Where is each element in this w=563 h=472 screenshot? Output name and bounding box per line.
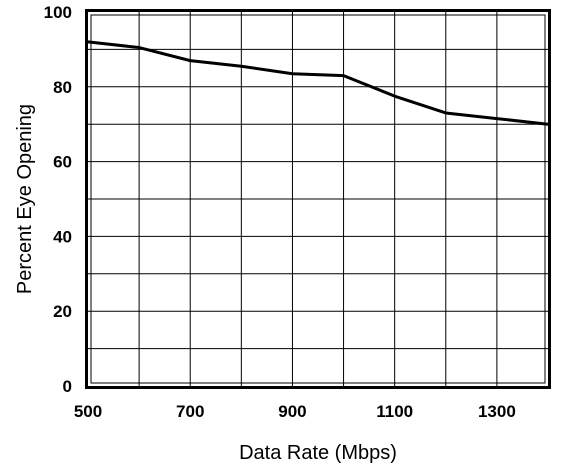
plot-frame-layer bbox=[85, 9, 551, 389]
series-layer bbox=[86, 40, 550, 126]
series-line bbox=[86, 40, 550, 126]
grid bbox=[88, 12, 548, 386]
y-tick-label: 40 bbox=[53, 227, 72, 246]
x-tick-label: 900 bbox=[278, 402, 306, 421]
y-tick-label: 60 bbox=[53, 153, 72, 172]
y-tick-label: 20 bbox=[53, 302, 72, 321]
plot-frame bbox=[85, 9, 551, 389]
y-tick-label: 100 bbox=[44, 3, 72, 22]
tick-labels: 0 20 40 60 80 100 500 700 900 1100 1300 bbox=[44, 3, 516, 421]
x-tick-label: 1100 bbox=[376, 402, 413, 421]
y-tick-label: 80 bbox=[53, 78, 72, 97]
plot-frame-inner bbox=[90, 14, 546, 384]
y-axis-label: Percent Eye Opening bbox=[14, 104, 36, 294]
y-tick-label: 0 bbox=[63, 377, 72, 396]
x-tick-label: 1300 bbox=[478, 402, 516, 421]
x-tick-label: 500 bbox=[74, 402, 102, 421]
x-tick-label: 700 bbox=[176, 402, 204, 421]
x-axis-label: Data Rate (Mbps) bbox=[239, 442, 397, 464]
